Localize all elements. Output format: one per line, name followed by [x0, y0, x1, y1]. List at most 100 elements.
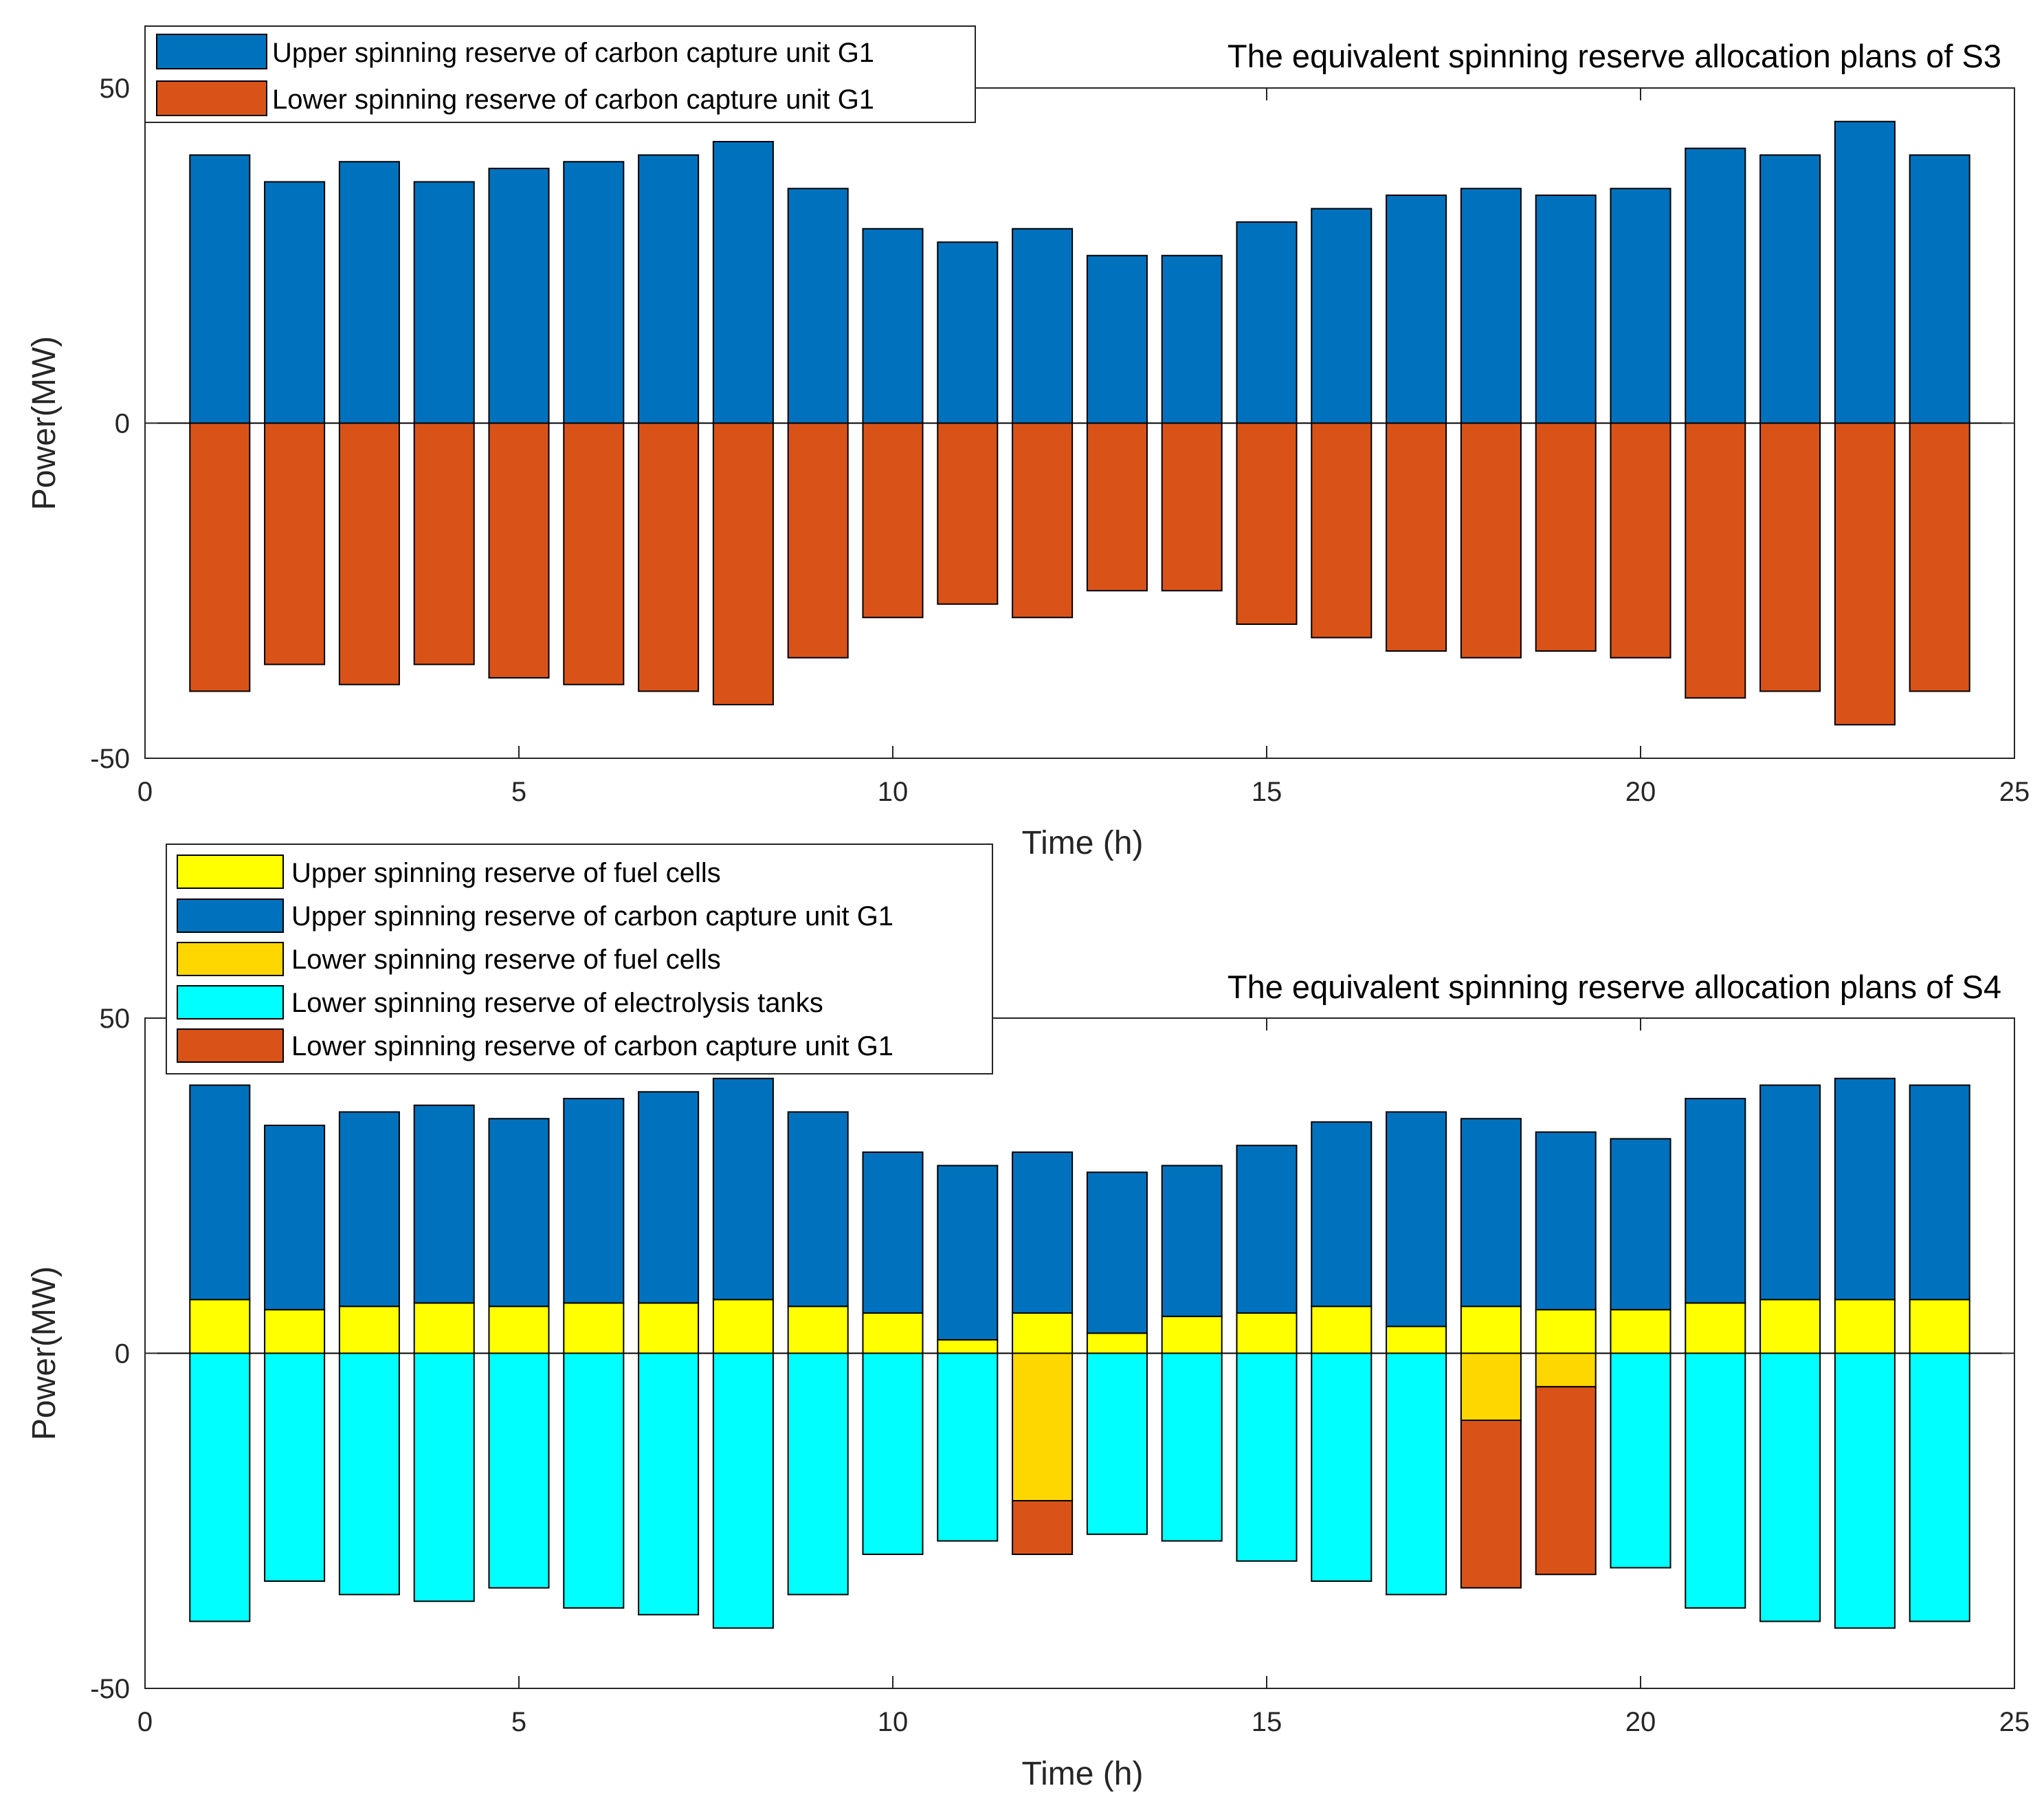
legend-box: [166, 844, 993, 1074]
x-tick-label: 20: [1625, 1707, 1656, 1737]
bar-down-t7-s1: [638, 422, 700, 692]
bar-down-t3-s1: [338, 422, 400, 685]
legend-label: Upper spinning reserve of fuel cells: [291, 858, 721, 888]
bar-down-t20-s3: [1610, 1352, 1671, 1569]
legend-swatch: [177, 942, 284, 976]
x-tick-label: 5: [511, 1707, 526, 1737]
bar-up-t23-s0: [1834, 120, 1896, 424]
bar-up-t19-s0: [1535, 195, 1597, 424]
bar-down-t19-s2: [1535, 1352, 1597, 1388]
bar-up-t22-s1: [1759, 1084, 1821, 1301]
bar-up-t9-s1: [787, 1111, 849, 1308]
bar-up-t10-s1: [862, 1151, 924, 1314]
bar-up-t24-s0: [1909, 154, 1970, 424]
bar-up-t5-s0: [488, 168, 550, 424]
bar-down-t16-s3: [1311, 1352, 1373, 1582]
bar-down-t10-s3: [862, 1352, 924, 1555]
bar-down-t20-s1: [1610, 422, 1671, 659]
bar-down-t3-s3: [338, 1352, 400, 1596]
chart-title: The equivalent spinning reserve allocati…: [1227, 969, 2001, 1005]
legend-swatch: [156, 80, 267, 116]
x-axis-label: Time (h): [1022, 1756, 1144, 1792]
bar-up-t1-s0: [189, 1299, 251, 1354]
bar-down-t13-s1: [1086, 422, 1148, 592]
bar-up-t1-s1: [189, 1084, 251, 1301]
bar-up-t22-s0: [1759, 154, 1821, 424]
bar-up-t13-s0: [1086, 254, 1148, 424]
bar-down-t12-s1: [1012, 422, 1074, 619]
bar-down-t11-s1: [937, 422, 999, 605]
y-tick-label: 50: [100, 74, 131, 104]
bar-down-t6-s1: [563, 422, 625, 685]
bar-up-t7-s1: [638, 1091, 700, 1304]
bar-group: [189, 1077, 1970, 1629]
x-tick-label: 15: [1252, 777, 1282, 807]
x-tick-label: 0: [137, 1707, 153, 1737]
x-tick-label: 20: [1625, 777, 1656, 807]
bar-up-t10-s0: [862, 1312, 924, 1354]
bar-up-t12-s1: [1012, 1151, 1074, 1314]
y-tick-label: 0: [115, 1339, 130, 1369]
bar-up-t18-s0: [1460, 1305, 1522, 1354]
bar-down-t4-s1: [413, 422, 475, 665]
legend-label: Upper spinning reserve of carbon capture…: [272, 38, 874, 68]
bar-down-t24-s3: [1909, 1352, 1970, 1622]
bar-down-t12-s2: [1012, 1352, 1074, 1501]
bar-up-t19-s1: [1535, 1131, 1597, 1311]
bar-up-t6-s0: [563, 161, 625, 424]
bar-up-t12-s0: [1012, 1312, 1074, 1354]
bar-down-t7-s3: [638, 1352, 700, 1616]
y-axis-label: Power(MW): [26, 1266, 63, 1440]
legend: Upper spinning reserve of carbon capture…: [144, 25, 976, 123]
bar-up-t21-s0: [1685, 147, 1746, 424]
bar-down-t18-s4: [1460, 1420, 1522, 1589]
bar-down-t23-s1: [1834, 422, 1896, 726]
bar-up-t15-s0: [1236, 221, 1298, 424]
bar-down-t13-s3: [1086, 1352, 1148, 1535]
bar-down-t15-s3: [1236, 1352, 1298, 1562]
legend-label: Lower spinning reserve of fuel cells: [291, 945, 721, 975]
bar-down-t14-s1: [1161, 422, 1223, 592]
bar-up-t4-s0: [413, 181, 475, 424]
chart-title: The equivalent spinning reserve allocati…: [1227, 38, 2001, 74]
bar-up-t6-s1: [563, 1098, 625, 1304]
legend-label: Lower spinning reserve of carbon capture…: [291, 1031, 893, 1061]
bar-up-t14-s0: [1161, 1315, 1223, 1354]
bar-up-t16-s1: [1311, 1121, 1373, 1308]
bar-down-t21-s1: [1685, 422, 1746, 699]
x-axis-label: Time (h): [1022, 825, 1144, 861]
legend-label: Upper spinning reserve of carbon capture…: [291, 901, 893, 931]
bar-down-t19-s4: [1535, 1386, 1597, 1576]
bar-up-t14-s1: [1161, 1165, 1223, 1317]
legend-swatch: [156, 34, 267, 69]
bar-up-t5-s1: [488, 1118, 550, 1308]
legend: Upper spinning reserve of fuel cells Upp…: [166, 844, 993, 1074]
bar-up-t20-s0: [1610, 1309, 1671, 1354]
bar-up-t8-s0: [712, 141, 774, 424]
bar-up-t19-s0: [1535, 1309, 1597, 1354]
bar-down-t16-s1: [1311, 422, 1373, 639]
bar-up-t21-s1: [1685, 1098, 1746, 1304]
x-tick-label: 0: [137, 777, 153, 807]
x-tick-label: 10: [878, 777, 909, 807]
bar-down-t8-s3: [712, 1352, 774, 1629]
bar-down-t11-s3: [937, 1352, 999, 1542]
legend-label: Lower spinning reserve of electrolysis t…: [291, 988, 823, 1018]
bar-down-t23-s3: [1834, 1352, 1896, 1629]
bar-up-t7-s0: [638, 1302, 700, 1354]
bar-up-t2-s0: [264, 181, 326, 424]
bar-up-t4-s0: [413, 1302, 475, 1354]
bar-down-t1-s3: [189, 1352, 251, 1622]
y-tick-label: 50: [100, 1004, 131, 1034]
y-axis-label: Power(MW): [26, 336, 63, 510]
bar-up-t8-s0: [712, 1299, 774, 1354]
legend-swatch: [177, 855, 284, 889]
bar-down-t22-s3: [1759, 1352, 1821, 1622]
bar-up-t11-s0: [937, 241, 999, 424]
bar-up-t20-s0: [1610, 188, 1671, 424]
bar-down-t8-s1: [712, 422, 774, 705]
bar-up-t3-s0: [338, 1305, 400, 1354]
bar-up-t11-s1: [937, 1165, 999, 1341]
